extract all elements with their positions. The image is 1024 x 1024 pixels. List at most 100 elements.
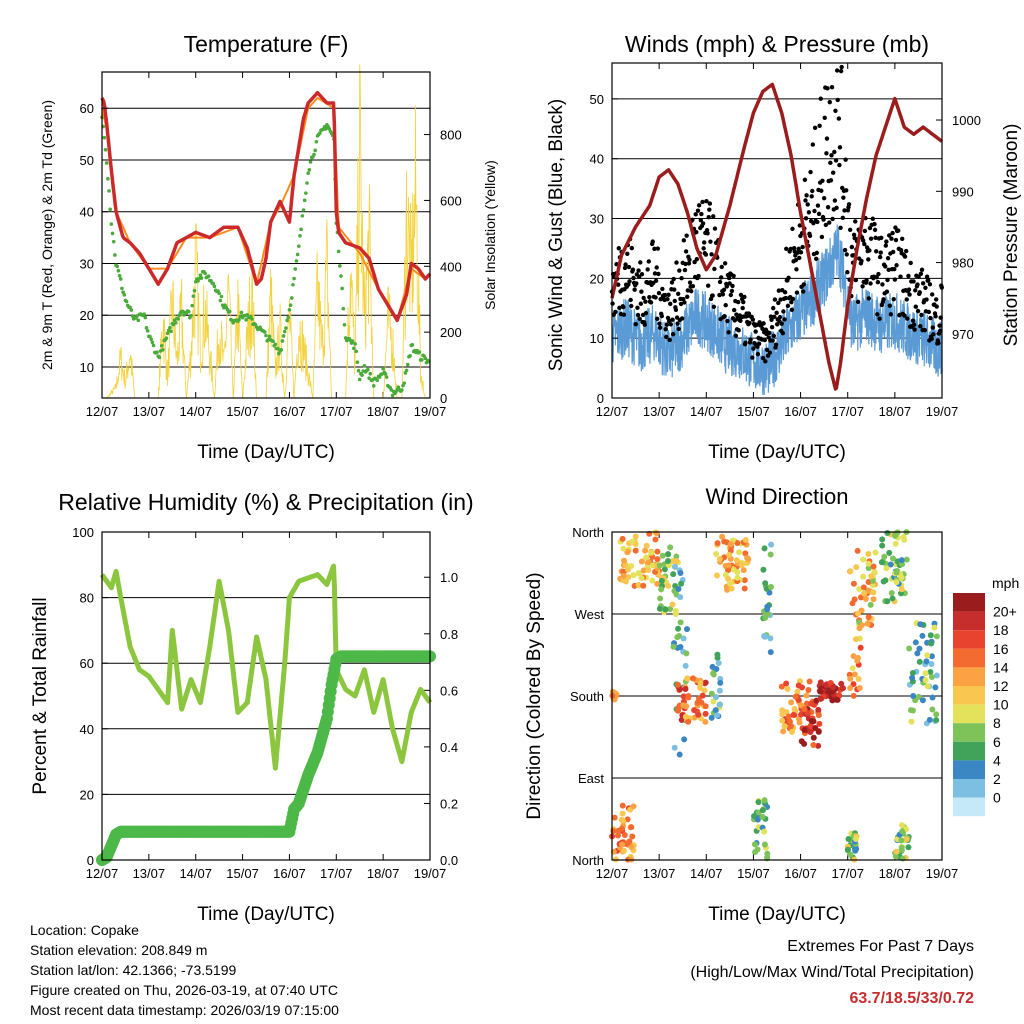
direction-point <box>779 717 786 724</box>
direction-point <box>677 644 684 651</box>
gust-point <box>687 280 693 285</box>
dewpoint-point <box>122 293 127 297</box>
dewpoint-point <box>159 343 164 348</box>
direction-point <box>759 807 766 814</box>
gust-point <box>868 236 874 241</box>
gust-point <box>836 38 841 43</box>
direction-point <box>755 799 762 806</box>
direction-point <box>702 710 709 717</box>
direction-point <box>702 679 709 686</box>
gust-point <box>873 249 879 254</box>
dewpoint-point <box>295 252 300 257</box>
gust-point <box>898 274 903 279</box>
direction-point <box>621 832 628 839</box>
dewpoint-point <box>308 160 313 164</box>
dewpoint-point <box>383 372 388 376</box>
dewpoint-point <box>129 308 134 312</box>
gust-point <box>892 266 897 272</box>
gust-point <box>833 108 838 114</box>
direction-point <box>620 568 627 575</box>
x-tick-label: 12/07 <box>86 866 119 881</box>
direction-point <box>738 561 745 568</box>
gust-point <box>637 316 642 322</box>
gust-point <box>844 188 849 193</box>
direction-point <box>685 718 692 725</box>
direction-point <box>656 562 663 569</box>
y2-tick-label: 0.2 <box>440 796 458 811</box>
direction-point <box>670 571 677 578</box>
legend-swatch <box>953 704 985 724</box>
gust-point <box>630 267 636 272</box>
gust-point <box>919 267 925 272</box>
gust-point <box>635 305 640 310</box>
gust-point <box>913 288 918 293</box>
direction-point <box>658 586 665 593</box>
x-tick-label: 12/07 <box>86 404 119 419</box>
dewpoint-point <box>338 264 342 268</box>
direction-point <box>683 650 690 657</box>
direction-point <box>909 670 916 677</box>
dewpoint-point <box>342 323 347 327</box>
gust-point <box>893 237 899 243</box>
gust-point <box>681 296 686 302</box>
gust-point <box>685 294 690 300</box>
dewpoint-point <box>314 139 319 144</box>
recent-timestamp-text: Most recent data timestamp: 2026/03/19 0… <box>30 1002 339 1018</box>
dewpoint-point <box>271 339 275 344</box>
sonic-wind-line <box>611 224 943 396</box>
gust-point <box>790 226 795 232</box>
x-axis-label: Time (Day/UTC) <box>197 904 335 925</box>
gust-point <box>819 234 825 240</box>
x-tick-label: 18/07 <box>879 404 912 419</box>
direction-point <box>671 563 678 570</box>
gust-point <box>743 340 748 345</box>
gust-point <box>722 314 727 319</box>
humidity-line <box>99 563 433 771</box>
elevation-text: Station elevation: 208.849 m <box>30 942 208 958</box>
gust-point <box>924 297 929 302</box>
dewpoint-point <box>176 317 180 321</box>
dewpoint-point <box>400 388 404 392</box>
gust-point <box>769 317 774 323</box>
solar-insolation-line <box>102 64 430 399</box>
x-tick-label: 14/07 <box>690 404 723 419</box>
y-tick-label: 40 <box>80 722 94 737</box>
direction-point <box>815 728 822 735</box>
gust-point <box>717 292 722 298</box>
gust-point <box>654 265 659 270</box>
direction-point <box>767 635 774 642</box>
gust-point <box>724 284 730 289</box>
y-tick-label: East <box>578 771 604 786</box>
direction-point <box>669 601 676 608</box>
dewpoint-point <box>353 342 357 346</box>
gust-point <box>652 271 658 276</box>
y2-axis-label: Station Pressure (Maroon) <box>1001 124 1022 347</box>
gust-point <box>621 304 626 310</box>
dewpoint-point <box>198 273 203 278</box>
direction-point <box>768 541 775 548</box>
dewpoint-point <box>287 308 292 312</box>
direction-point <box>790 711 797 718</box>
dewpoint-point <box>294 259 299 263</box>
y-tick-label: 30 <box>80 256 94 271</box>
gust-point <box>875 312 880 317</box>
direction-point <box>724 586 731 593</box>
dewpoint-point <box>110 231 115 236</box>
dewpoint-point <box>168 325 172 330</box>
gust-point <box>907 292 912 297</box>
gust-point <box>903 248 909 254</box>
direction-point <box>927 632 934 639</box>
direction-point <box>801 706 808 713</box>
dewpoint-point <box>288 303 293 307</box>
gust-point <box>812 125 818 131</box>
gust-point <box>794 290 800 295</box>
gust-point <box>866 296 872 301</box>
dewpoint-point <box>302 198 307 203</box>
gust-point <box>657 325 663 330</box>
gust-point <box>879 302 885 308</box>
direction-point <box>708 714 715 721</box>
direction-point <box>854 657 861 664</box>
direction-point <box>640 567 647 574</box>
gust-point <box>742 294 747 300</box>
gust-point <box>937 328 943 334</box>
